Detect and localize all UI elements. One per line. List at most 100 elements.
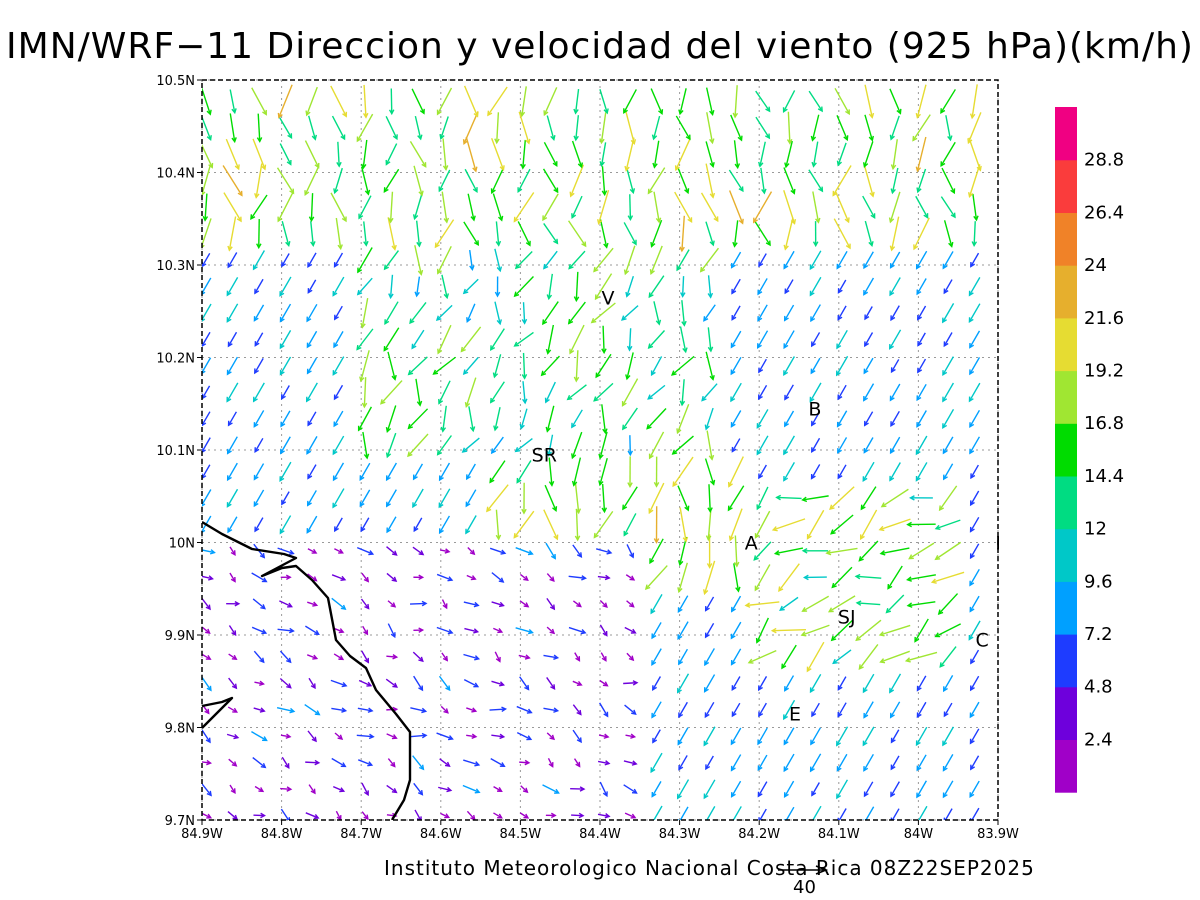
wind-vector (783, 780, 795, 798)
wind-vector (467, 193, 476, 222)
wind-vector-shaft (202, 411, 211, 426)
wind-vector-head (232, 814, 239, 820)
wind-vector-shaft (935, 623, 961, 638)
wind-vector-shaft (811, 114, 820, 141)
wind-vector (438, 169, 451, 193)
wind-vector (917, 332, 926, 347)
wind-vector-shaft (386, 572, 397, 582)
wind-vector (889, 329, 902, 350)
wind-vector (494, 276, 501, 298)
wind-vector (363, 221, 369, 247)
wind-vector-shaft (548, 457, 553, 486)
colorbar-box (1055, 528, 1077, 582)
wind-vector-head (313, 813, 320, 820)
wind-vector-head (625, 291, 631, 298)
wind-vector (942, 675, 954, 693)
wind-vector (362, 431, 370, 460)
wind-vector-head (603, 108, 609, 115)
wind-vector (572, 729, 582, 744)
wind-vector-head (757, 791, 763, 798)
wind-vector (202, 705, 210, 715)
wind-vector-shaft (677, 673, 690, 693)
wind-vector-shaft (496, 112, 500, 143)
lon-tick-label: 84.1W (818, 827, 860, 842)
wind-vector (600, 652, 607, 662)
wind-vector-shaft (779, 596, 799, 611)
wind-vector-shaft (916, 754, 927, 771)
wind-vector-head (489, 345, 496, 352)
wind-vector-shaft (809, 276, 822, 296)
wind-vector-shaft (490, 758, 505, 767)
wind-vector-shaft (758, 702, 767, 717)
wind-vector (756, 409, 769, 429)
wind-vector-shaft (463, 679, 479, 688)
wind-vector-head (442, 165, 449, 172)
wind-vector-head (775, 494, 782, 501)
wind-vector-head (601, 190, 608, 197)
wind-vector-head (575, 761, 581, 768)
wind-vector-head (976, 165, 982, 172)
wind-vector-head (527, 550, 534, 556)
wind-vector-head (496, 266, 503, 273)
wind-vector-shaft (334, 167, 343, 193)
wind-vector-shaft (599, 679, 608, 687)
wind-vector-head (699, 266, 706, 273)
wind-vector-shaft (838, 808, 847, 820)
wind-vector-shaft (515, 627, 533, 634)
wind-vector-shaft (495, 509, 500, 540)
wind-vector-head (277, 112, 283, 119)
wind-vector-head (202, 369, 206, 375)
wind-vector-head (314, 759, 321, 766)
wind-vector (281, 221, 291, 247)
wind-vector-head (860, 504, 866, 511)
wind-vector (306, 515, 318, 534)
wind-vector (491, 601, 505, 608)
wind-vector (705, 87, 715, 116)
wind-vector-shaft (677, 595, 689, 613)
wind-vector-shaft (917, 358, 927, 373)
wind-vector (571, 409, 583, 429)
wind-vector-head (709, 240, 715, 247)
wind-vector-shaft (277, 547, 294, 555)
wind-vector-head (784, 288, 790, 295)
wind-vector-head (262, 109, 267, 116)
wind-vector (730, 727, 742, 746)
wind-vector-shaft (826, 547, 858, 554)
wind-vector (917, 305, 927, 321)
wind-vector (627, 194, 634, 222)
wind-vector-head (735, 586, 741, 593)
wind-vector (306, 436, 318, 455)
wind-vector (623, 784, 638, 794)
wind-vector (649, 538, 664, 565)
wind-vector (863, 701, 874, 719)
wind-vector-head (646, 424, 652, 430)
wind-vector (880, 488, 909, 508)
wind-vector (333, 410, 344, 428)
wind-vector-shaft (334, 548, 343, 554)
wind-vector-head (262, 736, 268, 742)
wind-vector (435, 304, 453, 322)
wind-vector-shaft (253, 650, 265, 663)
wind-vector-head (363, 453, 370, 460)
wind-vector (677, 562, 688, 594)
wind-vector-shaft (728, 169, 744, 192)
wind-vector-shaft (362, 139, 368, 169)
wind-vector-head (540, 370, 547, 377)
wind-vector-shaft (307, 252, 317, 268)
wind-vector (438, 462, 451, 482)
wind-vector (864, 332, 874, 348)
wind-vector-head (447, 629, 454, 635)
wind-vector-head (230, 788, 236, 795)
wind-vector-shaft (681, 300, 686, 326)
wind-vector-shaft (463, 356, 479, 375)
wind-vector-shaft (731, 702, 741, 717)
wind-vector-head (421, 732, 428, 739)
wind-vector-head (744, 602, 751, 608)
wind-vector (489, 381, 505, 404)
wind-vector-head (863, 396, 868, 402)
wind-vector (701, 383, 718, 402)
wind-vector-head (737, 135, 743, 142)
wind-vector-shaft (863, 141, 874, 167)
wind-vector-shaft (863, 753, 874, 771)
wind-vector-head (811, 341, 816, 348)
